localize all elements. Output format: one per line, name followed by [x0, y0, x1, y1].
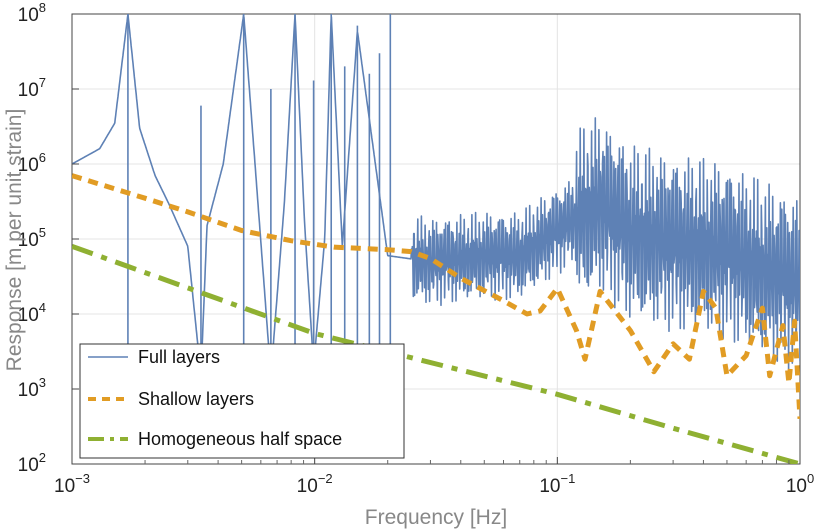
legend: Full layers Shallow layers Homogeneous h…	[79, 343, 405, 459]
legend-label-shallow-layers: Shallow layers	[138, 389, 254, 409]
legend-box	[79, 343, 405, 459]
axis-ticks: 10−3 10−2 10−1 100 102 103 104 105 106 107 108	[18, 0, 815, 497]
series-layer	[72, 14, 800, 464]
y-tick-label: 102	[18, 450, 46, 476]
y-axis-title: Response [m per unit strain]	[3, 109, 26, 372]
x-tick-label: 100	[786, 471, 814, 497]
y-tick-label: 104	[18, 300, 46, 326]
series-full-layers-peaks	[127, 14, 392, 376]
series-shallow-layers	[72, 173, 800, 419]
legend-label-full-layers: Full layers	[138, 347, 220, 367]
x-tick-label: 10−1	[539, 471, 575, 497]
x-tick-label: 10−2	[297, 471, 333, 497]
y-tick-label: 106	[18, 150, 46, 176]
x-axis-title: Frequency [Hz]	[365, 506, 507, 529]
y-tick-label: 103	[18, 375, 46, 401]
series-homogeneous-half-space	[72, 243, 800, 464]
y-tick-label: 105	[18, 225, 46, 251]
x-tick-label: 10−3	[54, 471, 90, 497]
y-tick-label: 107	[18, 75, 46, 101]
y-tick-label: 108	[18, 0, 46, 26]
legend-label-homogeneous-half-space: Homogeneous half space	[138, 429, 342, 449]
series-full-layers	[72, 14, 800, 376]
